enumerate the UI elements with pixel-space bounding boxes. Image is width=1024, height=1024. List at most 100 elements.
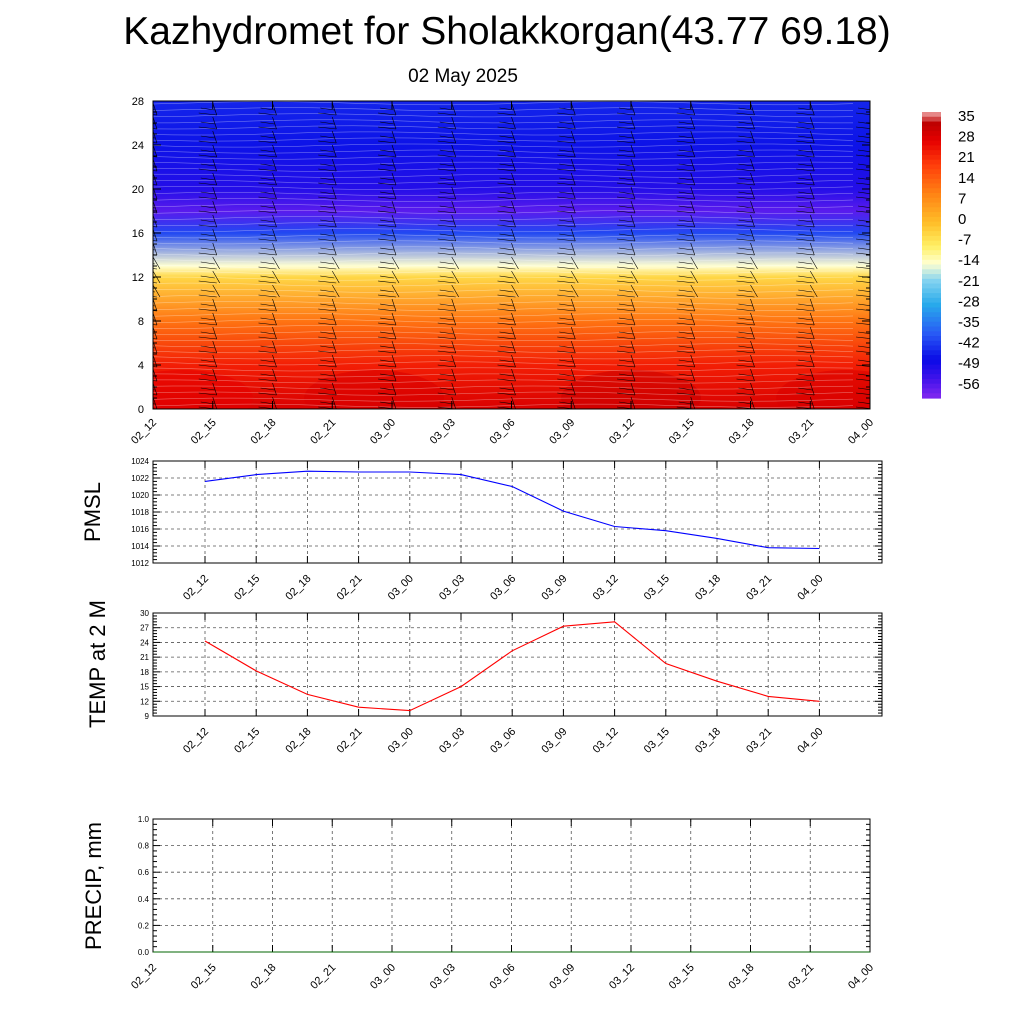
wind-barb-flag xyxy=(796,252,815,256)
wind-barb-shaft xyxy=(451,144,457,158)
isotherm-line xyxy=(153,228,854,233)
wind-barb-shaft xyxy=(451,256,460,270)
colorbar-swatch xyxy=(922,193,941,199)
wind-barb-shaft xyxy=(570,340,576,354)
wind-barb-flag xyxy=(318,112,337,116)
y-tick-label: 1.0 xyxy=(138,815,150,824)
x-tick-label: 03_15 xyxy=(642,573,672,603)
wind-barb-flag xyxy=(258,322,277,326)
colorbar-swatch xyxy=(922,231,941,237)
wind-barb-flag xyxy=(200,359,215,363)
x-tick-label: 03_21 xyxy=(786,962,816,992)
colorbar-swatch xyxy=(922,150,941,156)
wind-barb-flag xyxy=(439,107,454,111)
wind-barb-shaft xyxy=(511,312,516,326)
wind-barb-shaft xyxy=(272,340,277,354)
wind-barb-shaft xyxy=(869,271,870,272)
wind-barb-flag xyxy=(497,140,516,144)
wind-barb-flag xyxy=(260,205,275,209)
wind-barb-flag xyxy=(379,359,395,363)
wind-barb-flag xyxy=(379,149,395,153)
wind-barb-flag xyxy=(377,140,397,144)
wind-barb-flag xyxy=(379,345,395,349)
wind-barb-flag xyxy=(796,280,815,284)
wind-barbs xyxy=(153,102,870,409)
wind-barb-flag xyxy=(320,303,335,307)
wind-barb-flag xyxy=(736,182,755,186)
wind-barb-flag xyxy=(437,364,456,368)
isotherm-line xyxy=(153,155,854,160)
x-tick-label: 02_12 xyxy=(181,573,211,603)
wind-barb-shaft xyxy=(212,354,218,368)
wind-barb-flag xyxy=(736,126,755,130)
wind-barb-flag xyxy=(855,392,870,395)
x-tick-label: 03_09 xyxy=(547,962,577,992)
wind-barb-shaft xyxy=(511,270,519,284)
wind-barb-shaft xyxy=(750,130,755,144)
wind-barb-flag xyxy=(798,233,813,237)
wind-barb-flag xyxy=(676,210,695,214)
wind-barb-flag xyxy=(260,331,275,335)
y-tick-label: 12 xyxy=(132,272,144,284)
wind-barb-flag xyxy=(798,191,813,195)
wind-barb-flag xyxy=(796,308,815,312)
wind-barb-flag xyxy=(260,373,275,377)
wind-barb-flag xyxy=(320,317,335,321)
wind-barb-flag xyxy=(497,294,516,298)
wind-barb-flag xyxy=(318,238,337,242)
wind-barb-flag xyxy=(618,149,634,153)
colorbar-label: -28 xyxy=(958,293,980,310)
wind-barb-flag xyxy=(260,345,275,349)
wind-barb-shaft xyxy=(212,382,218,396)
wind-barb-flag xyxy=(557,322,576,326)
wind-barb-shaft xyxy=(630,116,636,130)
wind-barb-shaft xyxy=(272,298,277,312)
colorbar-swatch xyxy=(922,378,941,385)
wind-barb-shaft xyxy=(630,284,639,298)
wind-barb-shaft xyxy=(690,396,696,409)
wind-barb-shaft xyxy=(212,200,218,214)
wind-barb-shaft xyxy=(391,214,397,228)
wind-barb-flag xyxy=(497,168,516,172)
wind-barb-flag xyxy=(260,191,275,195)
wind-barb-shaft xyxy=(750,256,758,270)
wind-barb-flag xyxy=(318,182,337,186)
wind-barb-flag xyxy=(377,350,397,354)
wind-barb-flag xyxy=(557,350,576,354)
wind-barb-flag xyxy=(200,303,215,307)
wind-barb-shaft xyxy=(750,382,755,396)
wind-barb-shaft xyxy=(690,326,696,340)
colorbar-swatch xyxy=(922,112,941,118)
wind-barb-flag xyxy=(798,303,813,307)
colorbar-swatch xyxy=(922,173,941,180)
y-tick-label: 1024 xyxy=(131,457,149,466)
wind-barb-shaft xyxy=(153,368,158,382)
wind-barb-flag xyxy=(377,224,397,228)
wind-barb-shaft xyxy=(809,172,815,186)
wind-barb-shaft xyxy=(331,354,337,368)
wind-barb-shaft xyxy=(809,242,815,256)
wind-barb-shaft xyxy=(391,228,397,242)
y-tick-label: 1012 xyxy=(131,559,149,568)
wind-barb-shaft xyxy=(451,326,457,340)
x-tick-label: 02_15 xyxy=(232,573,262,603)
wind-barb-shaft xyxy=(511,256,519,270)
wind-barb-flag xyxy=(198,308,217,312)
wind-barb-shaft xyxy=(570,116,576,130)
wind-barb-flag xyxy=(198,196,217,200)
y-tick-label: 0.4 xyxy=(138,895,150,904)
wind-barb-flag xyxy=(855,154,870,157)
wind-barb-shaft xyxy=(690,116,696,130)
wind-barb-shaft xyxy=(451,228,457,242)
wind-barb-flag xyxy=(320,177,335,181)
wind-barb-flag xyxy=(616,126,636,130)
wind-barb-flag xyxy=(437,322,456,326)
x-tick-label: 03_09 xyxy=(547,417,577,447)
wind-barb-flag xyxy=(557,112,576,116)
wind-barb-flag xyxy=(499,219,514,223)
wind-barb-flag xyxy=(499,331,514,335)
isotherm-line xyxy=(153,403,854,408)
wind-barb-flag xyxy=(738,261,753,265)
wind-barb-flag xyxy=(497,378,516,382)
wind-barb-flag xyxy=(318,336,337,340)
